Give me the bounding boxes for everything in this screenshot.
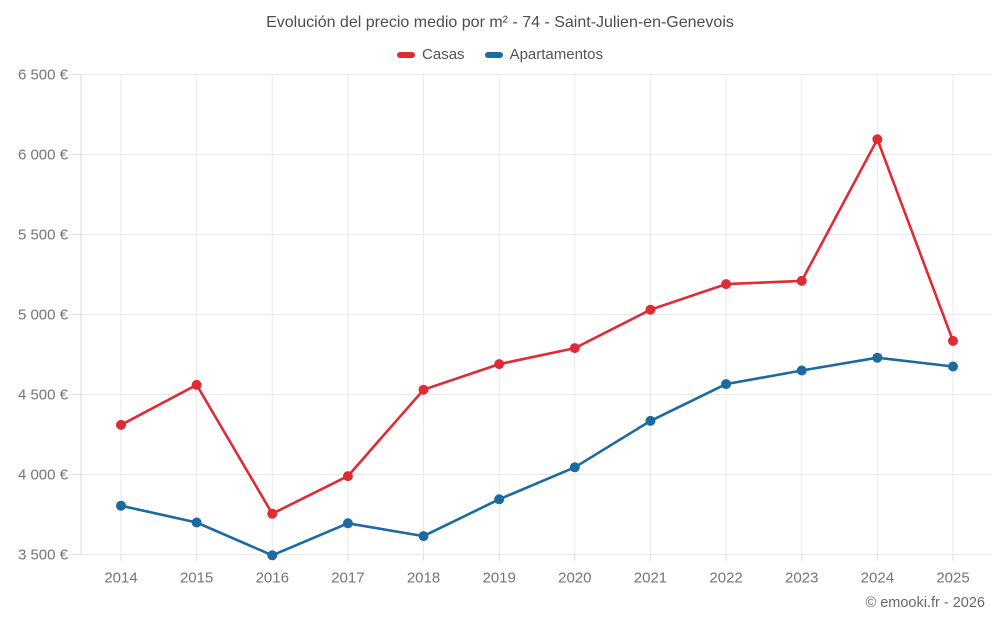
data-point-casas-2020[interactable] [569,343,580,354]
data-point-casas-2014[interactable] [116,419,126,430]
data-point-apartamentos-2021[interactable] [645,415,656,426]
data-point-apartamentos-2023[interactable] [796,365,807,376]
y-tick-label: 3 500 € [18,547,69,564]
data-point-apartamentos-2020[interactable] [569,462,580,473]
legend-label: Apartamentos [509,46,603,63]
data-point-casas-2019[interactable] [494,359,505,370]
y-tick-label: 5 000 € [18,307,69,324]
x-tick-label: 2015 [180,570,213,587]
data-point-apartamentos-2022[interactable] [721,379,732,390]
x-tick-label: 2014 [104,570,137,587]
x-tick-label: 2022 [709,570,742,587]
data-point-casas-2025[interactable] [948,335,958,346]
data-point-apartamentos-2017[interactable] [342,518,353,529]
y-tick-label: 4 000 € [18,467,69,484]
data-point-apartamentos-2025[interactable] [948,361,958,372]
data-point-casas-2015[interactable] [191,379,202,390]
x-tick-label: 2016 [256,570,289,587]
data-point-apartamentos-2015[interactable] [191,517,202,528]
legend-label: Casas [422,46,465,63]
x-tick-label: 2019 [482,570,515,587]
data-point-casas-2018[interactable] [418,384,429,395]
data-point-casas-2021[interactable] [645,304,656,315]
x-tick-label: 2023 [785,570,818,587]
data-point-apartamentos-2014[interactable] [116,500,126,511]
chart-legend: Casas Apartamentos [0,46,1000,63]
credit-text: © emooki.fr - 2026 [865,595,985,611]
data-point-apartamentos-2019[interactable] [494,494,505,505]
data-point-casas-2022[interactable] [721,279,732,290]
data-point-apartamentos-2018[interactable] [418,531,429,542]
x-tick-label: 2018 [407,570,440,587]
data-point-casas-2017[interactable] [342,471,353,482]
data-point-casas-2023[interactable] [796,275,807,286]
data-point-casas-2024[interactable] [872,134,883,145]
legend-swatch-apartamentos [484,51,503,58]
x-tick-label: 2020 [558,570,591,587]
x-tick-label: 2017 [331,570,364,587]
x-tick-label: 2024 [861,570,894,587]
x-tick-label: 2025 [936,570,969,587]
y-tick-label: 5 500 € [18,227,69,244]
data-point-apartamentos-2024[interactable] [872,352,883,363]
data-point-casas-2016[interactable] [267,508,278,519]
legend-item-apartamentos[interactable]: Apartamentos [484,46,603,63]
chart-title: Evolución del precio medio por m² - 74 -… [266,14,734,31]
legend-swatch-casas [397,51,416,58]
y-tick-label: 6 500 € [18,67,69,84]
series-line-casas [119,138,955,516]
x-tick-label: 2021 [634,570,667,587]
series-line-apartamentos [119,356,955,557]
data-point-apartamentos-2016[interactable] [267,550,278,561]
legend-item-casas[interactable]: Casas [397,46,465,63]
y-tick-label: 4 500 € [18,387,69,404]
y-tick-label: 6 000 € [18,147,69,164]
